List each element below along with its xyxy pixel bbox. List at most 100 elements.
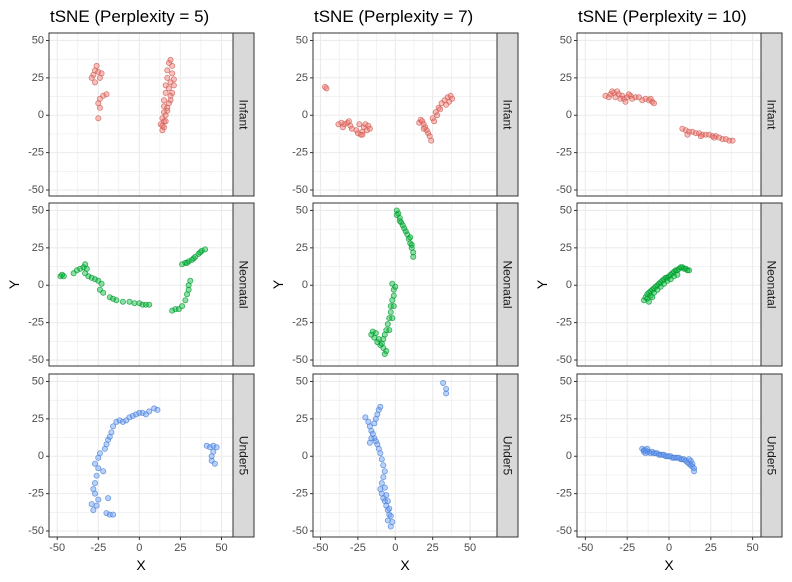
data-point (105, 436, 112, 443)
data-point (389, 280, 396, 287)
data-point (146, 408, 153, 415)
data-point (167, 79, 174, 86)
data-point (100, 289, 107, 296)
data-point (95, 465, 102, 472)
y-tick-label: 0 (302, 109, 308, 121)
data-point (684, 131, 691, 138)
data-point (671, 273, 678, 280)
x-axis-label: X (136, 557, 146, 573)
data-point (408, 241, 415, 248)
data-point (410, 249, 417, 256)
facet-panel: Under5 -50 -25 0 25 50 -50 -25 0 25 50 X (292, 373, 519, 573)
data-point (139, 409, 146, 416)
data-point (167, 97, 174, 104)
y-tick-label: 0 (566, 279, 572, 291)
y-tick-label: 50 (560, 34, 572, 46)
y-tick-label: 0 (566, 109, 572, 121)
data-point (96, 450, 103, 457)
data-point (164, 74, 171, 81)
data-point (386, 505, 393, 512)
y-tick-label: -50 (292, 184, 308, 196)
data-point (689, 460, 696, 467)
data-point (203, 442, 210, 449)
data-point (381, 351, 388, 358)
y-tick-label: -50 (292, 525, 308, 537)
x-tick-label: 50 (747, 542, 759, 554)
facet-panel: Neonatal -50 -25 0 25 50 Y (270, 202, 519, 367)
data-point (679, 456, 686, 463)
facet-strip-label: Infant (237, 99, 251, 130)
data-point (375, 336, 382, 343)
panel-background (313, 203, 497, 366)
y-tick-label: -50 (28, 354, 44, 366)
data-point (92, 460, 99, 467)
data-point (377, 403, 384, 410)
y-tick-label: 0 (38, 109, 44, 121)
data-point (179, 303, 186, 310)
data-point (126, 414, 133, 421)
x-tick-label: -25 (350, 542, 366, 554)
data-point (90, 507, 97, 514)
data-point (159, 127, 166, 134)
data-point (169, 89, 176, 96)
data-point (377, 450, 384, 457)
data-point (165, 85, 172, 92)
data-point (160, 109, 167, 116)
data-point (644, 445, 651, 452)
data-point (85, 273, 92, 280)
data-point (387, 513, 394, 520)
data-point (160, 97, 167, 104)
data-point (92, 79, 99, 86)
data-point (95, 496, 102, 503)
data-point (341, 121, 348, 128)
x-tick-label: -50 (49, 542, 65, 554)
data-point (116, 417, 123, 424)
facet-strip (232, 373, 255, 538)
data-point (423, 127, 430, 134)
facet-panel: Under5 -50 -25 0 25 50 -50 -25 0 25 50 X (28, 373, 255, 573)
facet-strip (232, 32, 255, 197)
data-point (722, 136, 729, 143)
data-point (390, 303, 397, 310)
facet-panel: Neonatal -50 -25 0 25 50 Y (6, 202, 255, 367)
data-point (359, 131, 366, 138)
data-point (711, 134, 718, 141)
y-tick-label: 0 (38, 450, 44, 462)
data-point (182, 259, 189, 266)
data-point (650, 100, 657, 107)
data-point (684, 267, 691, 274)
data-point (686, 456, 693, 463)
panel-background (49, 203, 233, 366)
data-point (372, 438, 379, 445)
facet-strip-label: Under5 (237, 436, 251, 476)
data-point (362, 414, 369, 421)
x-axis-label: X (664, 557, 674, 573)
facet-strip (496, 373, 519, 538)
data-point (378, 456, 385, 463)
data-point (431, 118, 438, 125)
y-tick-label: -25 (556, 317, 572, 329)
data-point (106, 294, 113, 301)
data-point (187, 277, 194, 284)
data-point (96, 104, 103, 111)
panel-title: tSNE (Perplexity = 5) (50, 7, 209, 26)
data-point (696, 130, 703, 137)
data-point (381, 468, 388, 475)
data-point (647, 95, 654, 102)
data-point (399, 222, 406, 229)
y-tick-label: 0 (302, 450, 308, 462)
data-point (645, 298, 652, 305)
data-point (401, 225, 408, 232)
facet-panel: Infant -50 -25 0 25 50 (292, 32, 519, 197)
data-point (729, 137, 736, 144)
data-point (420, 121, 427, 128)
x-tick-label: 0 (666, 542, 672, 554)
facet-panel: Infant -50 -25 0 25 50 (556, 32, 783, 197)
data-point (210, 442, 217, 449)
facet-strip-label: Under5 (501, 436, 515, 476)
data-point (323, 85, 330, 92)
data-point (410, 253, 417, 260)
data-point (378, 480, 385, 487)
y-tick-label: 25 (296, 242, 308, 254)
data-point (162, 89, 169, 96)
